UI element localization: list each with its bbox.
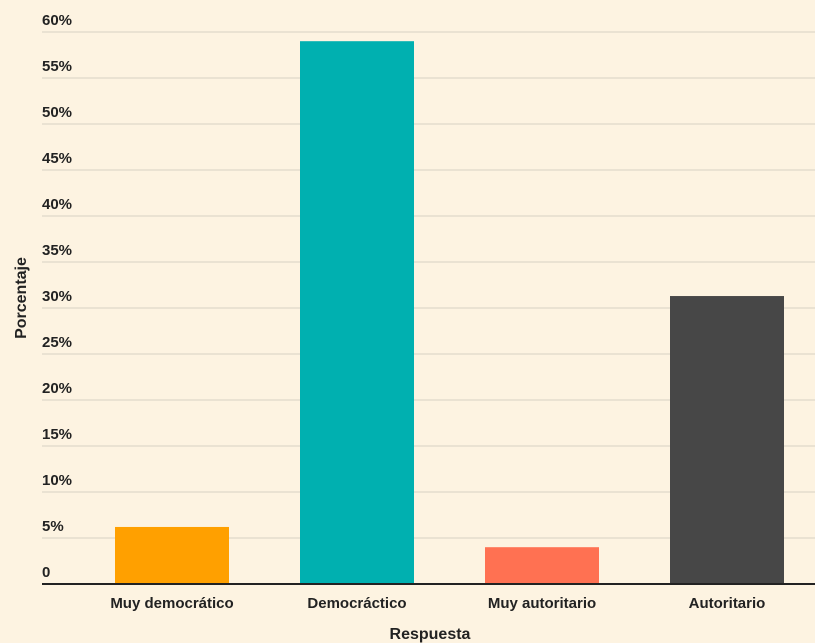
bar-2: [300, 41, 414, 584]
y-tick-label: 60%: [42, 12, 72, 29]
y-tick-label: 35%: [42, 242, 72, 259]
x-category-label: Autoritario: [689, 595, 766, 612]
gridlines: [42, 31, 815, 539]
y-tick-label: 10%: [42, 472, 72, 489]
bar-3: [485, 547, 599, 584]
y-tick-label: 55%: [42, 58, 72, 75]
y-tick-label: 0: [42, 564, 50, 581]
y-tick-label: 45%: [42, 150, 72, 167]
bar-1: [115, 526, 229, 584]
x-axis-title: Respuesta: [390, 626, 471, 643]
x-category-label: Democráctico: [307, 595, 406, 612]
bar-4: [670, 296, 784, 584]
y-tick-label: 50%: [42, 104, 72, 121]
y-tick-label: 15%: [42, 426, 72, 443]
y-tick-label: 30%: [42, 288, 72, 305]
y-tick-label: 25%: [42, 334, 72, 351]
x-category-label: Muy democrático: [110, 595, 233, 612]
y-axis-title: Porcentaje: [13, 257, 30, 339]
x-category-label: Muy autoritario: [488, 595, 596, 612]
y-tick-label: 5%: [42, 518, 64, 535]
y-axis-ticks: 0 5% 10% 15% 20% 25% 30% 35% 40% 45% 50% 55% 60%: [42, 12, 72, 581]
y-tick-label: 20%: [42, 380, 72, 397]
x-axis-categories: Muy democrático Democráctico Muy autoritar…: [110, 595, 765, 612]
y-tick-label: 40%: [42, 196, 72, 213]
bars: [115, 41, 784, 584]
